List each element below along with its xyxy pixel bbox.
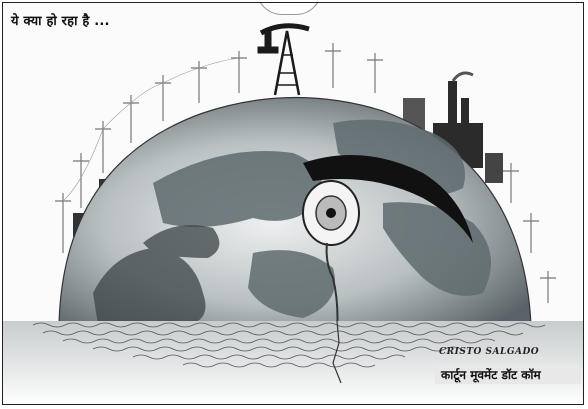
reflection-crack: [332, 320, 342, 384]
water-surface: [3, 321, 583, 404]
face-shading: [93, 225, 220, 325]
cartoon-illustration: [3, 23, 583, 404]
continents: [153, 119, 491, 318]
cartoon-headline: ये क्या हो रहा है ...: [11, 14, 110, 29]
source-credit: कार्टून मूवमेंट डॉट कॉम: [435, 364, 581, 384]
power-line-poles: [55, 43, 556, 303]
oil-derrick-icon: [257, 23, 310, 96]
cartoon-frame: ये क्या हो रहा है ...: [2, 2, 584, 405]
wavy-water-lines: [32, 322, 546, 368]
crying-eye-icon: [302, 180, 360, 334]
artist-signature: CRISTO SALGADO: [439, 347, 540, 357]
eyebrow: [303, 155, 473, 243]
